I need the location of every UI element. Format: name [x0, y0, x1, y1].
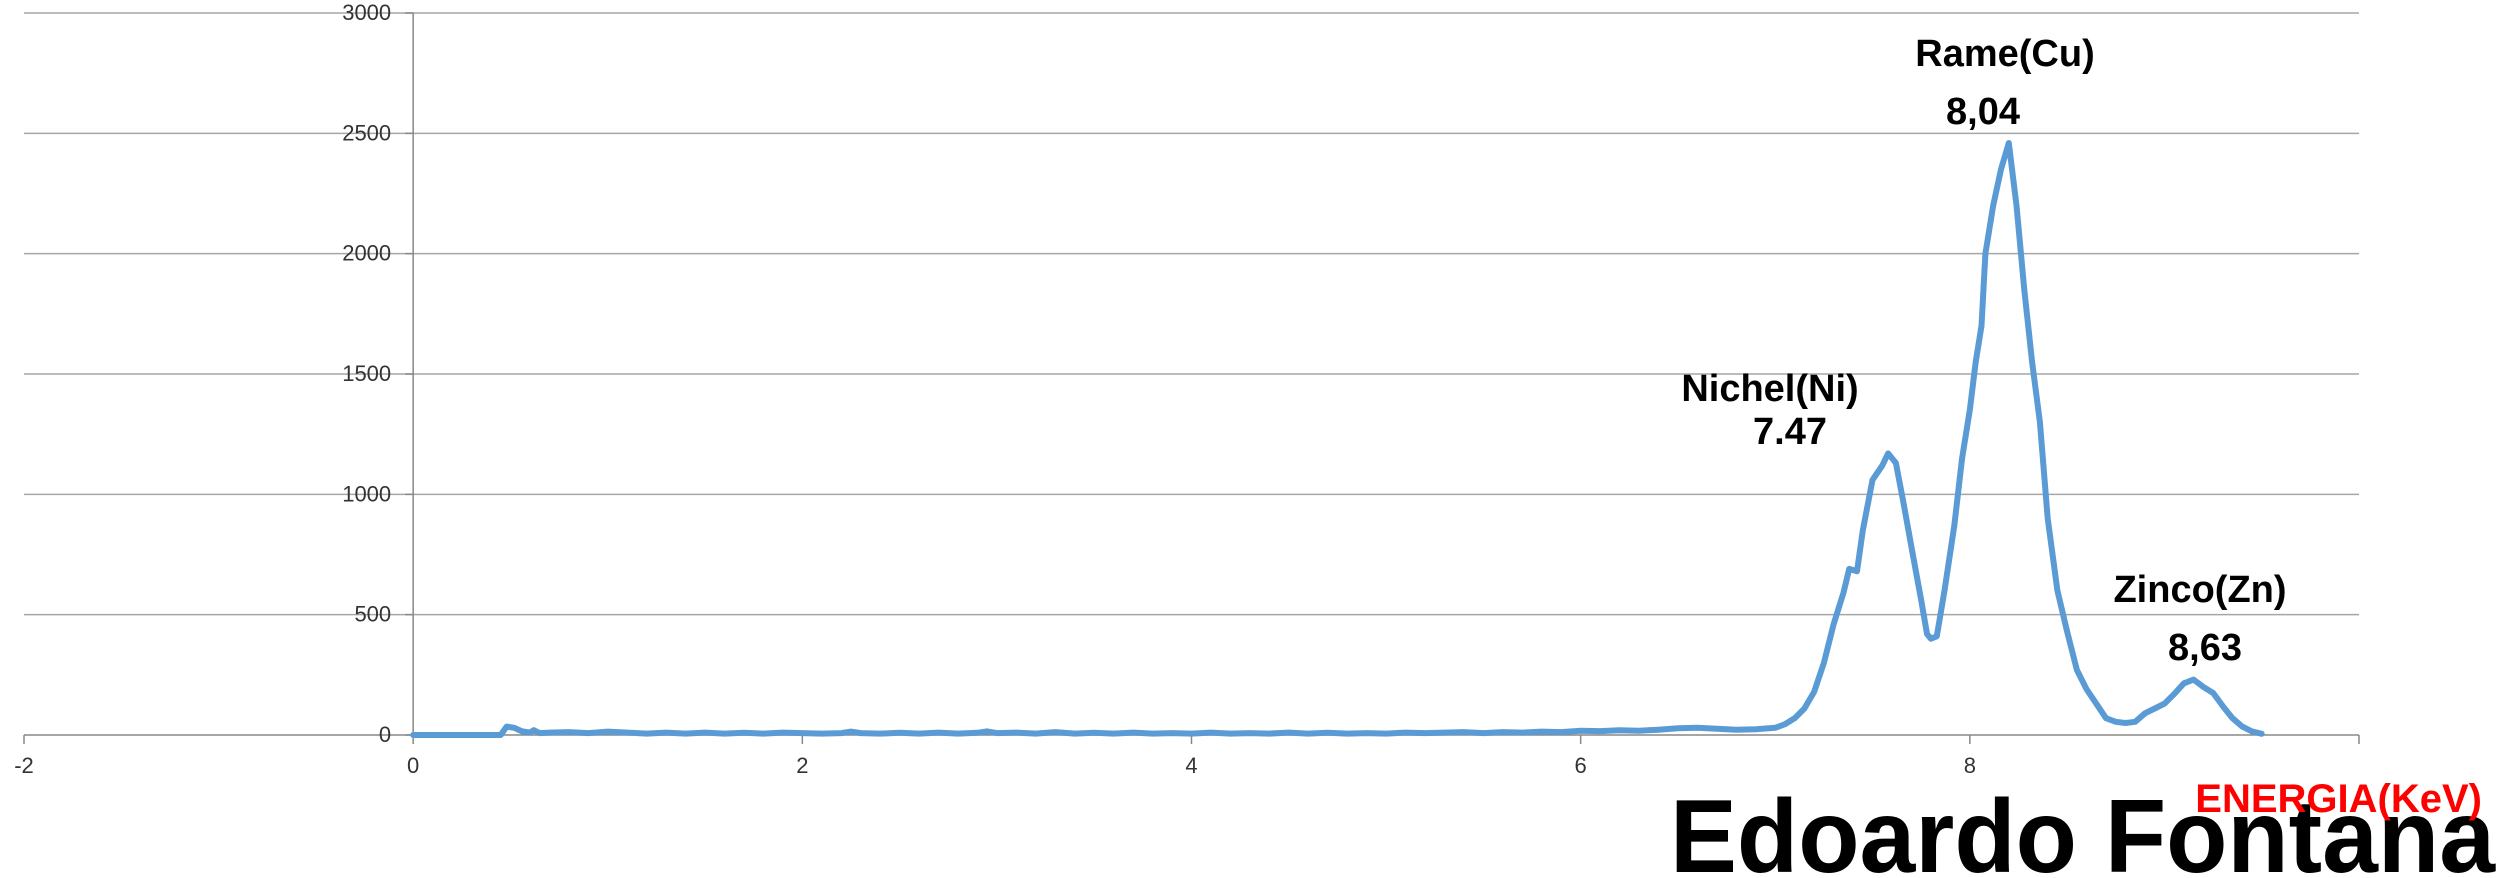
y-tick-label: 500 — [354, 602, 391, 627]
annotation-ni-energy: 7.47 — [1753, 411, 1827, 453]
x-tick-label: 2 — [796, 753, 808, 778]
y-tick-label: 2000 — [342, 241, 391, 266]
x-tick-label: 0 — [407, 753, 419, 778]
y-tick-label: 2500 — [342, 120, 391, 145]
y-tick-label: 0 — [379, 722, 391, 747]
y-tick-labels: 0 500 1000 1500 2000 2500 3000 — [342, 0, 391, 747]
y-tick-label: 3000 — [342, 0, 391, 25]
annotation-zn-energy: 8,63 — [2168, 627, 2242, 669]
series-layer — [410, 140, 2265, 738]
annotation-zn-name: Zinco(Zn) — [2113, 569, 2286, 611]
x-tick-label: 8 — [1964, 753, 1976, 778]
x-tick-label: -2 — [14, 753, 34, 778]
y-tick-label: 1000 — [342, 481, 391, 506]
x-axis-title: ENERGIA(KeV) — [2195, 777, 2482, 821]
author-watermark: Edoardo Fontana — [1670, 779, 2496, 878]
x-tick-label: 6 — [1575, 753, 1587, 778]
x-tick-labels: -2 0 2 4 6 8 — [14, 753, 1976, 778]
x-tick-label: 4 — [1185, 753, 1197, 778]
annotation-ni-name: Nichel(Ni) — [1681, 368, 1858, 410]
y-tick-label: 1500 — [342, 361, 391, 386]
annotation-cu-name: Rame(Cu) — [1915, 33, 2094, 75]
annotation-cu-energy: 8,04 — [1946, 91, 2020, 133]
series-line — [410, 140, 2265, 738]
